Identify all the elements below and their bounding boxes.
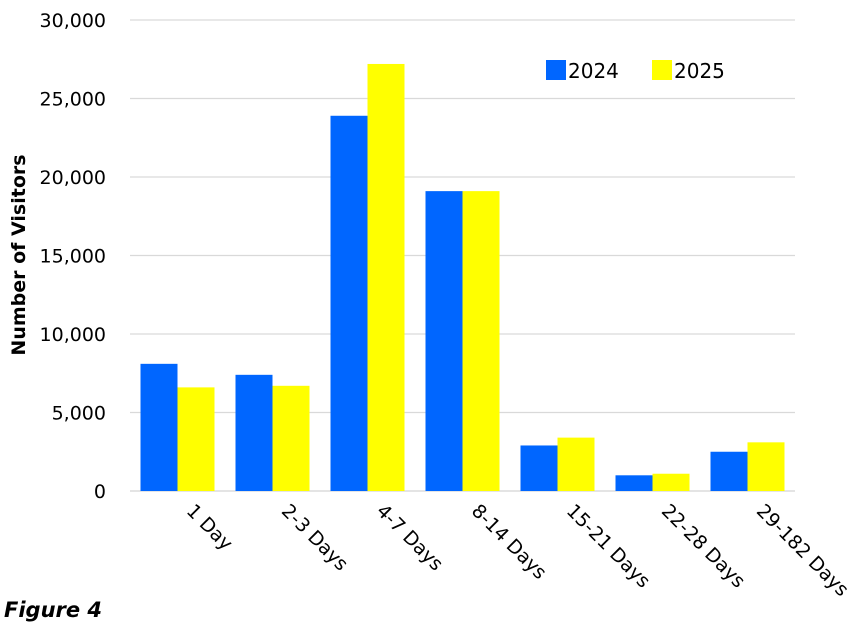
bars xyxy=(140,63,785,492)
legend-swatch-2025 xyxy=(652,60,672,80)
bar-2024-0 xyxy=(140,363,178,491)
y-tick-label: 0 xyxy=(94,481,106,503)
y-tick-label: 5,000 xyxy=(52,403,106,425)
y-tick-label: 15,000 xyxy=(40,246,106,268)
y-tick-label: 30,000 xyxy=(40,10,106,32)
legend-swatch-2024 xyxy=(546,60,566,80)
y-tick-label: 25,000 xyxy=(40,89,106,111)
bar-2024-5 xyxy=(615,475,653,491)
bar-2025-0 xyxy=(177,387,215,491)
legend-label-2024: 2024 xyxy=(568,59,619,83)
legend: 2024 2025 xyxy=(546,59,725,83)
bar-2024-4 xyxy=(520,445,558,491)
y-tick-label: 20,000 xyxy=(40,167,106,189)
x-tick-label: 15-21 Days xyxy=(562,500,654,592)
x-tick-label: 2-3 Days xyxy=(277,500,352,575)
x-tick-label: 4-7 Days xyxy=(372,500,447,575)
y-tick-label: 10,000 xyxy=(40,324,106,346)
x-tick-label: 1 Day xyxy=(182,500,237,555)
bar-2025-4 xyxy=(557,437,595,491)
bar-2025-5 xyxy=(652,473,690,491)
figure-caption: Figure 4 xyxy=(4,598,103,622)
bar-2025-3 xyxy=(462,191,500,491)
bar-2025-2 xyxy=(367,63,405,492)
bar-2025-6 xyxy=(747,442,785,491)
bar-2024-6 xyxy=(710,451,748,491)
x-tick-label: 29-182 Days xyxy=(752,500,851,601)
y-axis-title: Number of Visitors xyxy=(8,154,30,355)
x-tick-label: 8-14 Days xyxy=(467,500,551,584)
y-axis-ticks: 0 5,000 10,000 15,000 20,000 25,000 30,000 xyxy=(40,10,106,503)
x-axis-ticks: 1 Day 2-3 Days 4-7 Days 8-14 Days 15-21 Days… xyxy=(182,500,851,601)
bar-2024-3 xyxy=(425,191,463,491)
bar-2025-1 xyxy=(272,385,310,491)
bar-2024-2 xyxy=(330,115,368,492)
x-tick-label: 22-28 Days xyxy=(657,500,749,592)
legend-label-2025: 2025 xyxy=(674,59,725,83)
bar-2024-1 xyxy=(235,374,273,491)
